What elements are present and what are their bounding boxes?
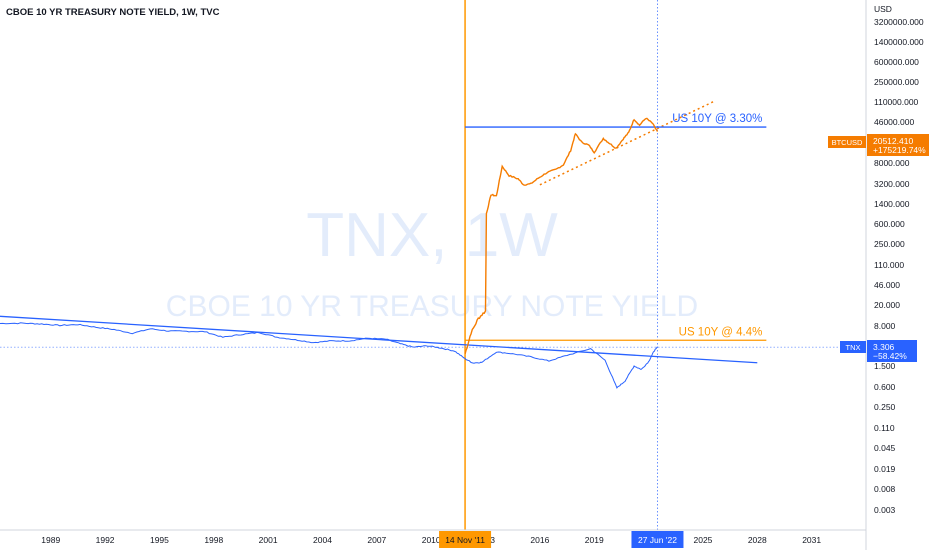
trendline-tnx <box>0 315 758 364</box>
horizontal-levels[interactable]: US 10Y @ 3.30% US 10Y @ 4.4% <box>465 113 767 341</box>
watermark: TNX, 1W CBOE 10 YR TREASURY NOTE YIELD <box>166 201 698 323</box>
y-tick-label: 3200.000 <box>874 179 910 189</box>
y-tick-label: 250.000 <box>874 239 905 249</box>
time-axis[interactable]: 1989199219951998200120042007201020132016… <box>0 529 866 545</box>
annotation-us10y-3-30: US 10Y @ 3.30% <box>672 113 762 125</box>
x-tick-label: 2001 <box>259 535 278 545</box>
y-tick-label: 46000.000 <box>874 117 914 127</box>
y-tick-label: 20.000 <box>874 300 900 310</box>
y-tick-label: 0.250 <box>874 402 896 412</box>
time-marker-box-1 <box>439 531 492 548</box>
series-lines[interactable] <box>0 117 659 389</box>
time-marker-box-2 <box>631 531 684 548</box>
y-tick-label: 8.000 <box>874 321 896 331</box>
x-tick-label: 2016 <box>530 535 549 545</box>
last-value-btcusd: 20512.410 <box>873 136 913 146</box>
y-tick-label: 250000.000 <box>874 77 919 87</box>
series-line-tnx <box>0 322 658 389</box>
x-tick-label: 2025 <box>693 535 712 545</box>
time-marker-label-2: 27 Jun '22 <box>638 535 677 545</box>
y-tick-label: 8000.000 <box>874 158 910 168</box>
marker-lines <box>0 0 866 530</box>
series-tag-btcusd-text: BTCUSD <box>832 138 863 147</box>
last-value-tnx: 3.306 <box>873 342 895 352</box>
chart-title: CBOE 10 YR TREASURY NOTE YIELD, 1W, TVC <box>6 7 220 18</box>
watermark-line2: CBOE 10 YR TREASURY NOTE YIELD <box>166 290 698 323</box>
y-tick-label: 600.000 <box>874 219 905 229</box>
x-tick-label: 1998 <box>204 535 223 545</box>
y-tick-label: 110000.000 <box>874 97 919 107</box>
price-axis[interactable]: USD 3200000.000 1400000.000 600000.000 2500… <box>865 0 924 550</box>
y-tick-label: 1.500 <box>874 361 896 371</box>
y-tick-label: 46.000 <box>874 280 900 290</box>
y-tick-label: 1400000.000 <box>874 37 924 47</box>
series-line-btcusd <box>464 117 659 354</box>
y-tick-label: 0.003 <box>874 505 896 515</box>
series-tag-btcusd <box>828 136 866 148</box>
x-tick-label: 2031 <box>802 535 821 545</box>
y-tick-label: 0.008 <box>874 484 896 494</box>
y-tick-label: 0.110 <box>874 423 895 433</box>
x-tick-label: 1989 <box>41 535 60 545</box>
axis-unit-label: USD <box>874 4 892 14</box>
x-tick-label: 2004 <box>313 535 332 545</box>
y-tick-label: 1400.000 <box>874 199 910 209</box>
y-tick-label: 3200000.000 <box>874 17 924 27</box>
trendlines[interactable] <box>0 100 758 364</box>
x-tick-label: 2028 <box>748 535 767 545</box>
last-change-tnx: −58.42% <box>873 351 907 361</box>
time-markers: 14 Nov '11 27 Jun '22 <box>439 531 684 548</box>
last-value-box-tnx <box>867 340 917 362</box>
annotation-us10y-4-4: US 10Y @ 4.4% <box>679 326 763 338</box>
y-tick-label: 0.019 <box>874 464 896 474</box>
last-change-btcusd: +175219.74% <box>873 145 926 155</box>
series-tag-tnx <box>840 341 866 353</box>
x-tick-label: 2007 <box>367 535 386 545</box>
y-tick-label: 0.045 <box>874 443 896 453</box>
y-tick-label: 0.600 <box>874 382 896 392</box>
time-marker-label-1: 14 Nov '11 <box>445 535 485 545</box>
series-tag-tnx-text: TNX <box>846 343 861 352</box>
x-tick-label: 1995 <box>150 535 169 545</box>
x-tick-label: 1992 <box>96 535 115 545</box>
trendline-btc-dotted <box>539 100 715 186</box>
y-tick-label: 600000.000 <box>874 57 919 67</box>
x-tick-label: 2010 <box>422 535 441 545</box>
watermark-line1: TNX, 1W <box>306 201 558 270</box>
x-tick-label: 2019 <box>585 535 604 545</box>
last-value-labels: BTCUSD 20512.410+175219.74% TNX 3.306−58.42… <box>828 134 929 362</box>
y-tick-label: 110.000 <box>874 260 904 270</box>
last-value-box-btcusd <box>867 134 929 156</box>
